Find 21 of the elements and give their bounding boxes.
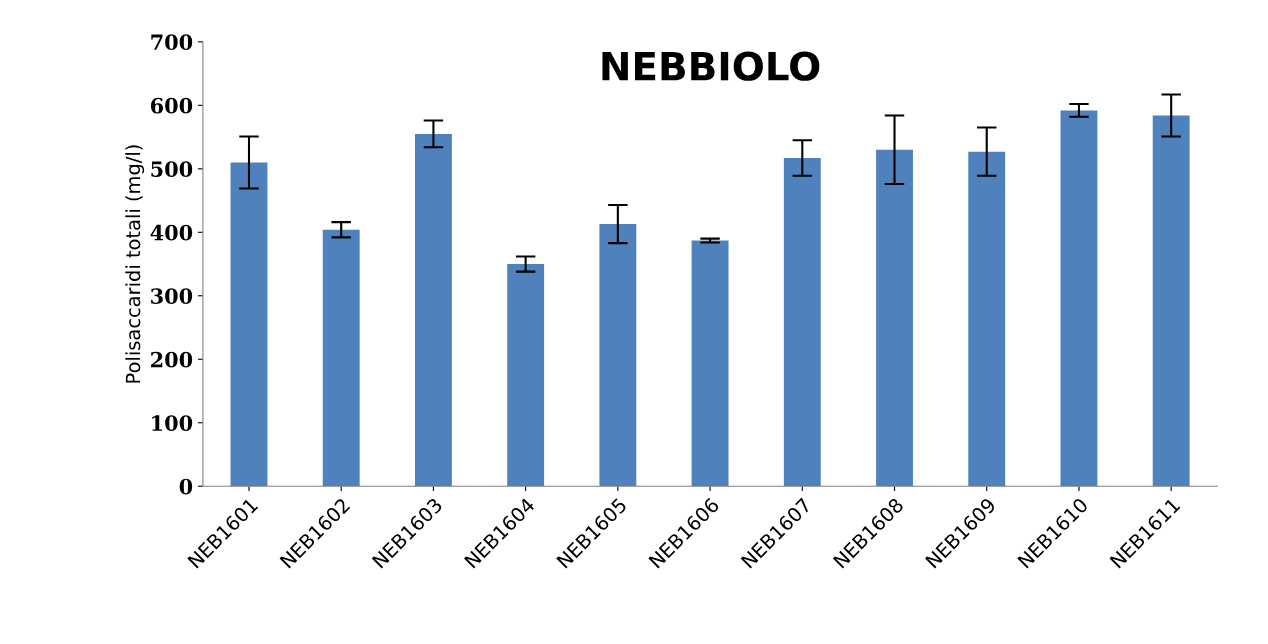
chart-title: NEBBIOLO <box>602 51 820 81</box>
y-tick-label: 700 <box>151 34 193 51</box>
bar <box>414 133 452 487</box>
bar <box>322 229 360 487</box>
y-tick-label: 500 <box>151 161 193 178</box>
y-tick-label: 200 <box>151 351 193 368</box>
bar <box>1060 110 1098 487</box>
y-tick-label: 600 <box>150 97 193 114</box>
bar <box>230 162 268 487</box>
y-tick-label: 100 <box>152 415 193 431</box>
bar <box>507 264 545 487</box>
bar <box>1152 115 1190 487</box>
bar <box>783 158 821 487</box>
bar <box>876 149 913 487</box>
y-axis-title: Polisaccaridi totali (mg/l) <box>125 145 145 383</box>
bar <box>691 240 729 487</box>
y-tick-label: 0 <box>179 478 193 495</box>
y-tick-label: 300 <box>151 288 193 304</box>
y-tick-label: 400 <box>150 224 193 241</box>
bar <box>599 224 637 487</box>
bar <box>968 151 1006 487</box>
